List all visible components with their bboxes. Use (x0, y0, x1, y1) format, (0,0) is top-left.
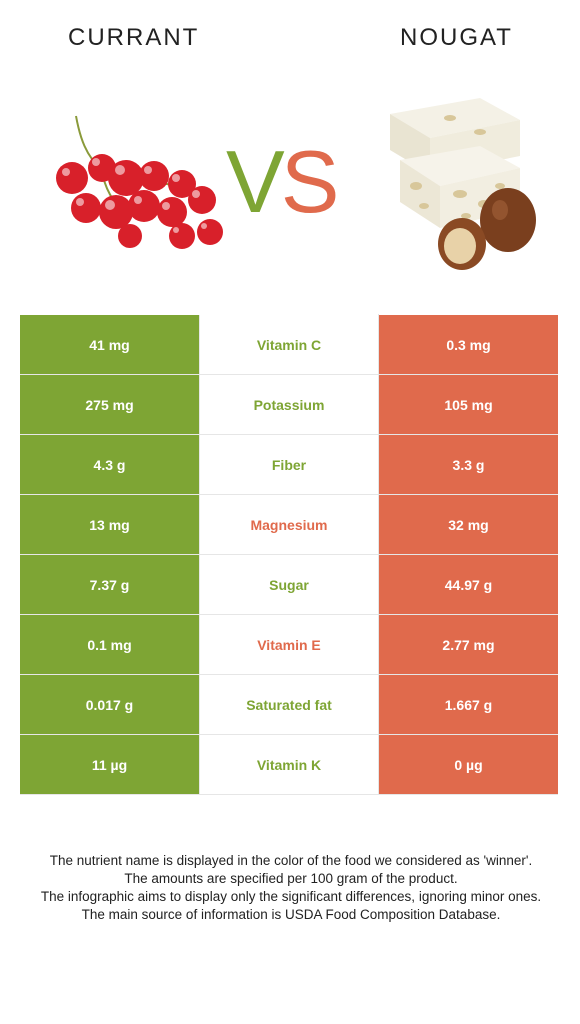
currant-value: 13 mg (20, 494, 200, 555)
nutrient-name: Vitamin K (199, 734, 379, 795)
table-row: 41 mg Vitamin C 0.3 mg (20, 314, 558, 375)
vs-s: S (280, 132, 340, 231)
currant-value: 275 mg (20, 374, 200, 435)
nougat-value: 44.97 g (378, 554, 558, 615)
table-row: 13 mg Magnesium 32 mg (20, 494, 558, 555)
nougat-value: 105 mg (378, 374, 558, 435)
nutrient-name: Vitamin E (199, 614, 379, 675)
table-row: 4.3 g Fiber 3.3 g (20, 434, 558, 495)
nutrient-name: Fiber (199, 434, 379, 495)
footnote-line: The infographic aims to display only the… (40, 889, 542, 904)
currant-value: 7.37 g (20, 554, 200, 615)
nougat-value: 2.77 mg (378, 614, 558, 675)
currant-value: 41 mg (20, 314, 200, 375)
nutrient-name: Magnesium (199, 494, 379, 555)
nougat-value: 0 µg (378, 734, 558, 795)
currant-value: 0.017 g (20, 674, 200, 735)
nougat-value: 1.667 g (378, 674, 558, 735)
vs-label: VS (226, 138, 339, 226)
currant-value: 0.1 mg (20, 614, 200, 675)
nougat-value: 3.3 g (378, 434, 558, 495)
table-row: 7.37 g Sugar 44.97 g (20, 554, 558, 615)
right-food-title: NOUGAT (400, 24, 513, 51)
nutrient-name: Saturated fat (199, 674, 379, 735)
footnote-line: The nutrient name is displayed in the co… (49, 853, 533, 868)
currant-value: 11 µg (20, 734, 200, 795)
table-row: 0.1 mg Vitamin E 2.77 mg (20, 614, 558, 675)
left-food-title: CURRANT (68, 24, 200, 51)
nougat-value: 32 mg (378, 494, 558, 555)
nutrient-name: Potassium (199, 374, 379, 435)
vs-v: V (226, 132, 285, 231)
nutrient-name: Vitamin C (199, 314, 379, 375)
nougat-image (390, 98, 536, 270)
currant-value: 4.3 g (20, 434, 200, 495)
footnote: The nutrient name is displayed in the co… (36, 852, 546, 924)
nougat-value: 0.3 mg (378, 314, 558, 375)
comparison-table: 41 mg Vitamin C 0.3 mg 275 mg Potassium 105 m… (20, 314, 558, 795)
table-row: 0.017 g Saturated fat 1.667 g (20, 674, 558, 735)
footnote-line: The amounts are specified per 100 gram o… (124, 871, 458, 886)
footnote-line: The main source of information is USDA F… (81, 907, 501, 922)
table-row: 275 mg Potassium 105 mg (20, 374, 558, 435)
currant-image (56, 115, 223, 249)
nutrient-name: Sugar (199, 554, 379, 615)
